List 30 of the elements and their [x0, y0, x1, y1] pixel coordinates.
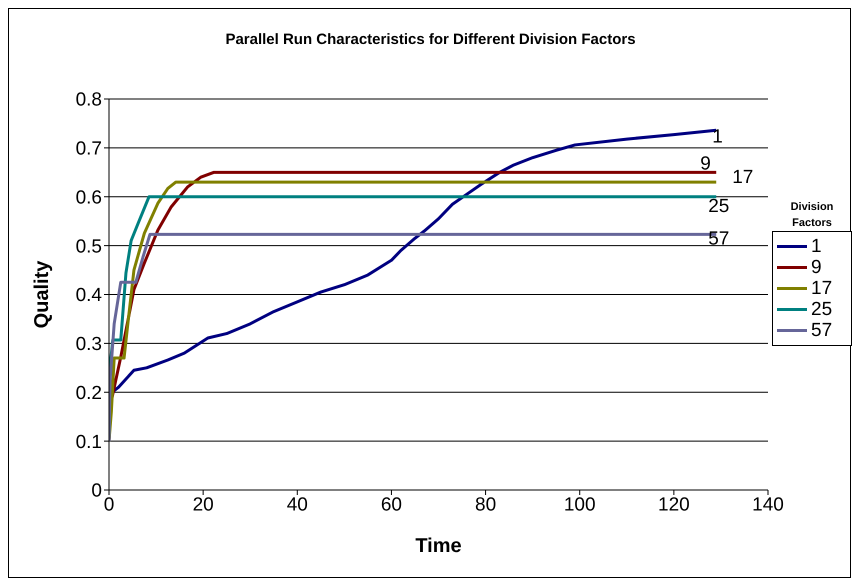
- x-tick-label: 140: [752, 494, 784, 516]
- legend-label: 1: [811, 236, 822, 258]
- legend-label: 57: [811, 320, 832, 342]
- x-tick-label: 100: [564, 494, 596, 516]
- x-tick-label: 20: [192, 494, 214, 516]
- legend-label: 25: [811, 298, 832, 320]
- y-tick-label: 0.7: [76, 138, 102, 160]
- y-tick-label: 0.4: [76, 285, 102, 306]
- y-tick-label: 0.6: [76, 187, 102, 208]
- y-tick-label: 0.2: [76, 382, 102, 404]
- chart-title: Parallel Run Characteristics for Different Division Factors: [224, 31, 637, 48]
- text: 17: [732, 167, 754, 188]
- legend-label: 17: [811, 278, 832, 300]
- x-tick-label: 80: [475, 494, 496, 516]
- legend-title: Division Factors: [790, 200, 834, 231]
- text: 57: [708, 228, 730, 250]
- y-tick-label: 0: [91, 480, 102, 502]
- y-tick-label: 0.5: [76, 236, 102, 258]
- text: 1: [712, 126, 723, 148]
- y-tick-label: 0.8: [76, 90, 102, 111]
- legend-label: 9: [811, 256, 822, 278]
- x-tick-label: 120: [658, 494, 690, 516]
- text: 9: [700, 153, 711, 174]
- y-axis-title: Quality: [31, 260, 54, 328]
- x-tick-label: 40: [286, 494, 308, 516]
- x-tick-label: 60: [380, 494, 402, 516]
- x-axis-title: Time: [415, 535, 462, 557]
- y-tick-label: 0.1: [76, 432, 102, 453]
- text: 25: [708, 196, 730, 217]
- y-tick-label: 0.3: [76, 334, 102, 356]
